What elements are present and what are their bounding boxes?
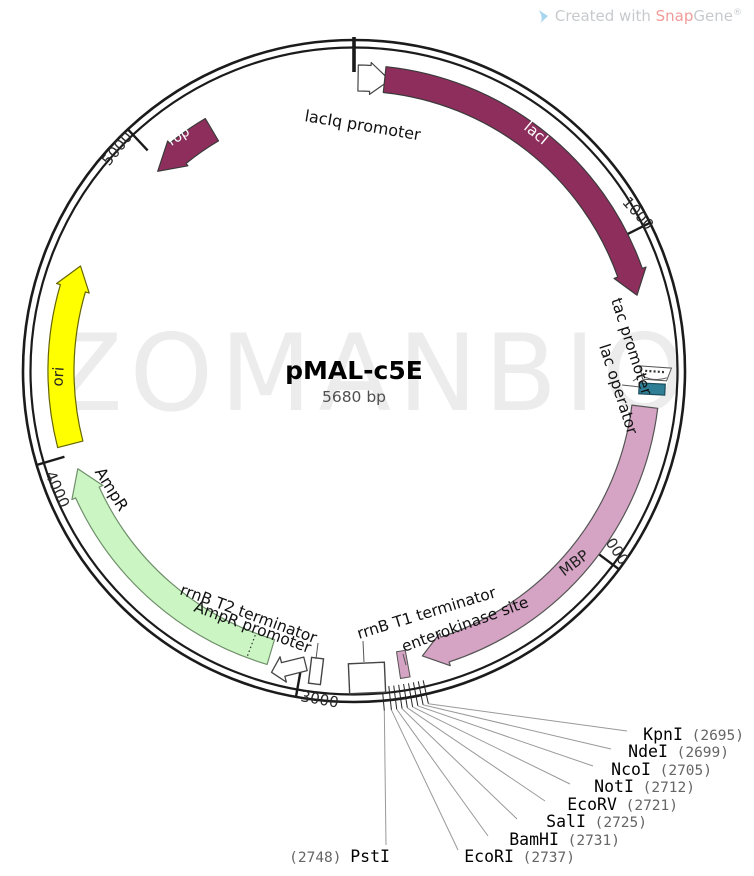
feature-arc-rop: [157, 117, 220, 172]
feature-enterokinase-site: [395, 649, 411, 680]
feature-tac-promoter: [638, 365, 673, 382]
tick-5000: [126, 128, 149, 152]
enzyme-tick-NotI: [408, 683, 414, 708]
feature-lac-operator: [638, 382, 666, 396]
enzyme-line-EcoRV: [407, 707, 546, 802]
enzyme-label-PstI: (2748) PstI: [289, 847, 390, 866]
enzyme-label-SalI: SalI (2725): [546, 812, 647, 831]
tick-1000: [623, 221, 651, 237]
enzyme-tick-NcoI: [412, 682, 419, 707]
enzyme-line-SalI: [401, 708, 518, 820]
feature-label-ori: ori: [48, 366, 67, 387]
feature-arc-lacIq-promoter-arrow: [357, 61, 391, 95]
enzyme-line-PstI: [383, 710, 387, 846]
callout-line-lac-operator: [621, 384, 641, 388]
credit-line: Created with SnapGene®: [537, 7, 742, 25]
plasmid-name: pMAL-c5E: [285, 356, 423, 385]
watermark-text: ZOMANBIO: [50, 312, 693, 435]
callout-line-rrnB-T2-terminator: [315, 642, 319, 660]
feature-label-lacIq-promoter: lacIq promoter: [303, 106, 422, 144]
enzyme-tick-EcoRV: [403, 684, 408, 708]
enzyme-label-NdeI: NdeI (2699): [628, 742, 729, 761]
enzyme-line-NdeI: [423, 704, 612, 750]
enzyme-tick-BamHI: [393, 685, 398, 710]
feature-arc-ori: [47, 265, 90, 449]
feature-rrnB-T1-terminator: [347, 661, 387, 695]
tick-label-5000: 5000: [98, 128, 136, 169]
plasmid-title-block: pMAL-c5E 5680 bp: [204, 356, 504, 406]
feature-arc-lacI: [382, 66, 647, 296]
enzyme-line-EcoRI: [390, 709, 459, 851]
tick-2000: [595, 550, 620, 571]
enzyme-label-KpnI: KpnI (2695): [643, 725, 744, 744]
enzyme-label-EcoRV: EcoRV (2721): [567, 795, 678, 814]
feature-arc-AmpR: [71, 468, 276, 665]
snapgene-logo-icon: [538, 9, 548, 23]
feature-arc-MBP: [421, 404, 659, 667]
enzyme-tick-NdeI: [417, 681, 424, 706]
enzyme-label-EcoRI: EcoRI (2737): [464, 847, 575, 866]
enzyme-tick-EcoRI: [388, 686, 392, 710]
feature-AmpR-promoter: [270, 656, 308, 683]
enzyme-tick-SalI: [398, 684, 403, 709]
enzyme-line-KpnI: [428, 703, 628, 732]
callout-line-tac-promoter: [632, 374, 643, 382]
callout-line-enterokinase-site: [402, 653, 407, 666]
credit-text: Created with SnapGene®: [554, 7, 742, 25]
enzyme-label-NotI: NotI (2712): [594, 777, 695, 796]
enzyme-label-NcoI: NcoI (2705): [611, 760, 712, 779]
tick-label-3000: 3000: [299, 687, 340, 711]
enzyme-line-NcoI: [417, 705, 594, 767]
enzyme-line-NotI: [412, 706, 571, 785]
tick-4000: [36, 455, 65, 467]
enzyme-line-BamHI: [396, 709, 489, 837]
feature-rrnB-T2-terminator: [307, 656, 325, 686]
plasmid-size: 5680 bp: [321, 388, 387, 406]
enzyme-label-BamHI: BamHI (2731): [509, 830, 620, 849]
enzyme-tick-KpnI: [422, 680, 429, 704]
callout-line-rrnB-T1-terminator: [362, 640, 365, 663]
